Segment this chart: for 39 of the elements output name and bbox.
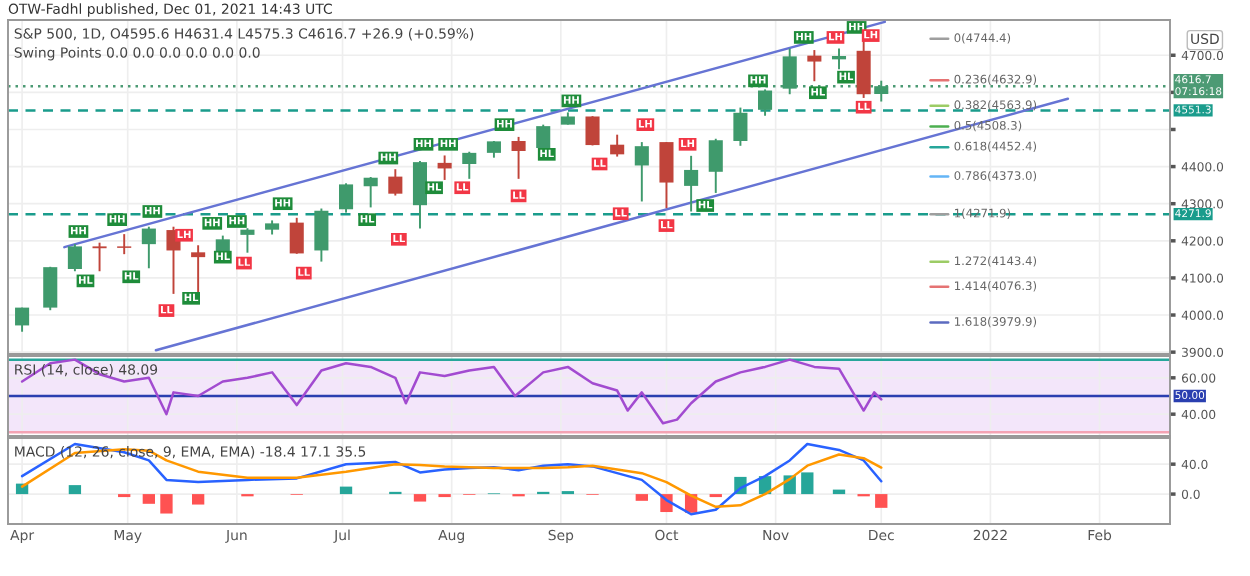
bar bbox=[191, 494, 205, 505]
candlestick bbox=[758, 88, 773, 117]
candlestick bbox=[43, 265, 58, 312]
bar bbox=[801, 472, 814, 495]
candlestick bbox=[67, 243, 82, 273]
candlestick bbox=[363, 176, 378, 209]
candlestick bbox=[708, 137, 723, 194]
candlestick bbox=[15, 306, 30, 333]
candlestick bbox=[314, 207, 329, 263]
bar bbox=[635, 494, 648, 501]
bar bbox=[875, 494, 888, 508]
candlestick bbox=[141, 225, 156, 270]
candlestick bbox=[856, 37, 871, 99]
candlestick bbox=[412, 160, 428, 230]
candlestick bbox=[536, 123, 551, 152]
bar bbox=[68, 485, 82, 495]
candlestick bbox=[289, 216, 304, 255]
bar bbox=[413, 494, 427, 502]
candlestick bbox=[511, 135, 526, 180]
candlestick bbox=[117, 233, 132, 256]
candlestick bbox=[240, 227, 255, 254]
candlestick bbox=[610, 133, 625, 158]
candlestick bbox=[659, 141, 674, 210]
candlestick bbox=[462, 150, 477, 180]
candlestick bbox=[437, 154, 452, 181]
candlestick bbox=[338, 182, 354, 214]
bar bbox=[339, 486, 353, 495]
bar bbox=[142, 494, 156, 504]
candlestick bbox=[684, 154, 699, 213]
candlestick bbox=[585, 115, 600, 147]
candlestick bbox=[191, 244, 206, 294]
candlestick bbox=[733, 106, 748, 147]
candlestick bbox=[782, 47, 797, 96]
candlestick bbox=[874, 79, 889, 103]
candlestick bbox=[807, 49, 822, 83]
candlestick bbox=[92, 241, 107, 273]
bar bbox=[160, 494, 173, 514]
candlestick bbox=[388, 168, 403, 197]
candlestick bbox=[634, 141, 649, 203]
